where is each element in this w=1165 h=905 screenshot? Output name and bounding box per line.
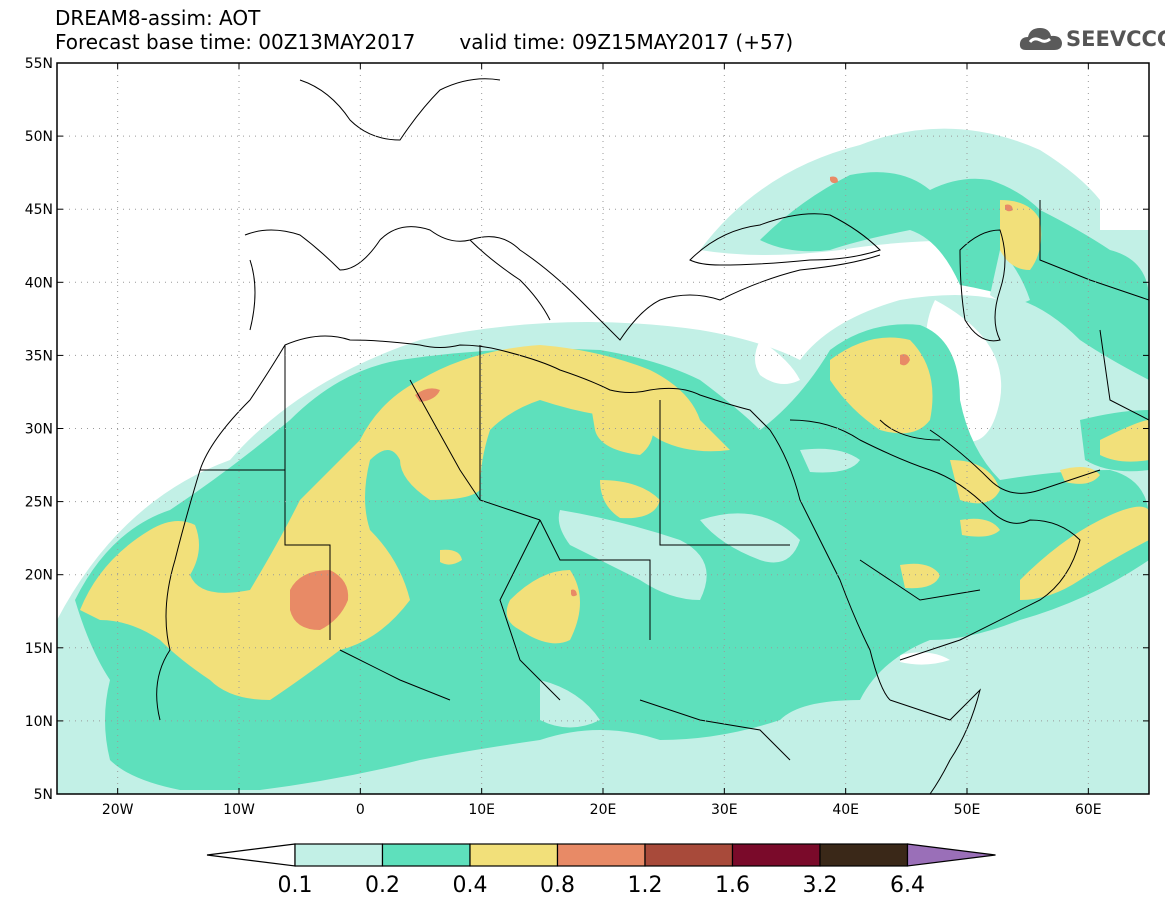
latitude-axis: 55N 50N 45N 40N 35N 30N 25N 20N 15N 10N 5N	[25, 56, 1149, 803]
lat-tick-label: 35N	[25, 348, 53, 364]
lat-tick-label: 15N	[25, 641, 53, 657]
lat-tick-label: 20N	[25, 568, 53, 584]
lat-tick-label: 45N	[25, 202, 53, 218]
cloud-icon	[1019, 28, 1062, 50]
colorbar: 0.1 0.2 0.4 0.8 1.2 1.6 3.2 6.4	[206, 843, 996, 898]
product-title: DREAM8-assim: AOT	[55, 6, 261, 30]
lon-tick-label: 20W	[102, 802, 134, 818]
longitude-axis: 20W 10W 0 10E 20E 30E 40E 50E 60E	[102, 63, 1102, 818]
lat-tick-label: 10N	[25, 714, 53, 730]
lon-tick-label: 20E	[590, 802, 617, 818]
aot-band-0.8-1.2	[290, 176, 1013, 630]
lon-tick-label: 60E	[1075, 802, 1102, 818]
logo-text: SEEVCCC	[1066, 27, 1165, 51]
colorbar-segment	[469, 843, 559, 867]
colorbar-segment	[381, 843, 471, 867]
colorbar-segment	[294, 843, 384, 867]
colorbar-level-label: 0.2	[365, 873, 400, 898]
colorbar-under-arrow	[206, 843, 296, 867]
valid-time-label: valid time: 09Z15MAY2017 (+57)	[459, 30, 794, 54]
seevccc-logo: SEEVCCC	[1018, 24, 1165, 54]
lat-tick-label: 50N	[25, 129, 53, 145]
lat-tick-label: 5N	[34, 787, 53, 803]
lon-tick-label: 50E	[954, 802, 981, 818]
colorbar-segment	[819, 843, 909, 867]
lon-tick-label: 40E	[832, 802, 859, 818]
colorbar-level-label: 6.4	[890, 873, 925, 898]
lat-tick-label: 55N	[25, 56, 53, 72]
colorbar-level-label: 0.1	[278, 873, 313, 898]
colorbar-level-label: 1.6	[715, 873, 750, 898]
time-info: Forecast base time: 00Z13MAY2017 valid ti…	[55, 30, 793, 54]
base-time-label: Forecast base time: 00Z13MAY2017	[55, 30, 416, 54]
colorbar-level-label: 0.4	[453, 873, 488, 898]
colorbar-level-label: 1.2	[628, 873, 663, 898]
aot-field	[57, 63, 1149, 794]
colorbar-segment	[644, 843, 734, 867]
lon-tick-label: 30E	[711, 802, 738, 818]
colorbar-level-label: 3.2	[803, 873, 838, 898]
lon-tick-label: 10W	[223, 802, 255, 818]
lat-tick-label: 25N	[25, 495, 53, 511]
colorbar-level-label: 0.8	[540, 873, 575, 898]
lat-lon-grid	[57, 63, 1149, 794]
lon-tick-label: 0	[356, 802, 365, 818]
colorbar-over-arrow	[906, 843, 996, 867]
colorbar-segment	[556, 843, 646, 867]
colorbar-segment	[731, 843, 821, 867]
coastlines	[156, 78, 1149, 794]
map-title: DREAM8-assim: AOT Forecast base time: 00…	[55, 6, 793, 54]
aot-band-0.4-0.8	[80, 200, 1149, 700]
lat-tick-label: 40N	[25, 275, 53, 291]
lon-tick-label: 10E	[468, 802, 495, 818]
lat-tick-label: 30N	[25, 422, 53, 438]
